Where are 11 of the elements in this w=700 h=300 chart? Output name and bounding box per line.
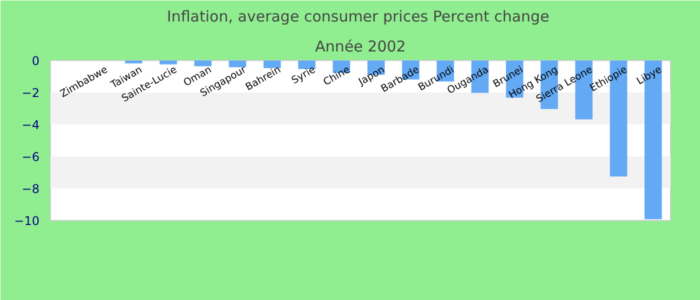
y-tick-label: −2	[22, 86, 40, 100]
y-tick-label: −8	[22, 182, 40, 196]
chart-subtitle: Année 2002	[315, 38, 406, 56]
chart-title: Inflation, average consumer prices Percent change	[166, 8, 550, 26]
y-tick-label: −10	[14, 214, 40, 228]
x-tick-label: Libye	[635, 64, 664, 88]
y-tick-label: −4	[22, 118, 40, 132]
x-tick-label: Chine	[322, 64, 352, 88]
y-tick-label: 0	[32, 54, 40, 68]
y-tick-label: −6	[22, 150, 40, 164]
x-tick-label: Syrie	[290, 64, 318, 87]
